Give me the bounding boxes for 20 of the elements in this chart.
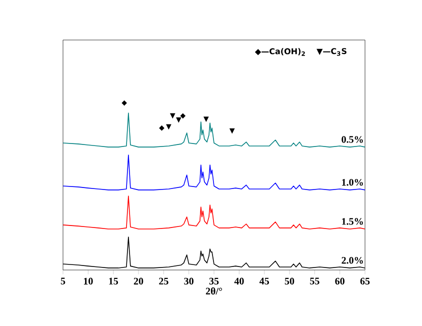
text: ◆—Ca(OH)$_{2}$: [255, 48, 305, 56]
x-tick-label: 15: [109, 278, 118, 284]
text: ▼—C$_{3}$S: [316, 48, 346, 56]
x-tick-label: 60: [335, 278, 344, 285]
x-axis-title: 2θ/°: [206, 287, 222, 294]
x-tick-label: 25: [159, 278, 168, 285]
x-tick-label: 40: [234, 278, 244, 285]
x-tick-label: 50: [284, 278, 294, 285]
x-tick-label: 55: [310, 278, 320, 284]
series-label: 1.0%: [342, 178, 363, 186]
series-label: 0.5%: [342, 136, 363, 143]
x-tick-label: 35: [209, 278, 219, 285]
x-tick-label: 5: [60, 278, 66, 284]
x-tick-label: 20: [134, 278, 144, 285]
series-label: 1.5%: [342, 218, 363, 225]
x-tick-label: 65: [360, 278, 370, 285]
x-tick-label: 10: [84, 278, 93, 285]
x-tick-label: 45: [259, 278, 269, 284]
x-tick-label: 30: [184, 278, 194, 285]
series-label: 2.0%: [342, 256, 363, 264]
